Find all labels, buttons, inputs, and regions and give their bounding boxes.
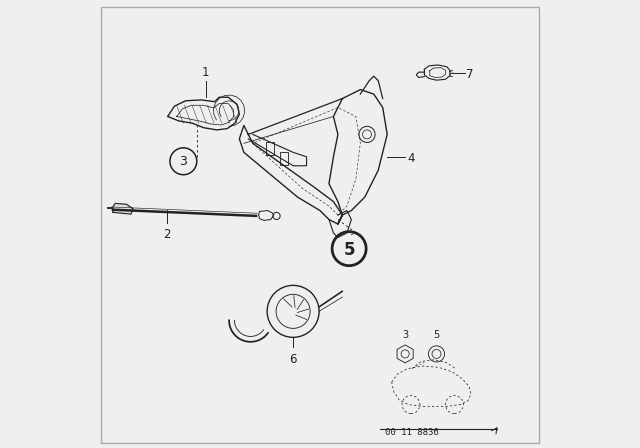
Text: 5: 5 xyxy=(344,241,355,259)
Text: 3: 3 xyxy=(402,331,408,340)
Text: 2: 2 xyxy=(163,228,171,241)
Text: 3: 3 xyxy=(179,155,188,168)
Text: 1: 1 xyxy=(202,66,209,79)
Bar xyxy=(266,142,275,155)
Text: 5: 5 xyxy=(433,331,440,340)
Text: 6: 6 xyxy=(289,353,297,366)
Text: 7: 7 xyxy=(467,68,474,81)
Bar xyxy=(280,152,288,165)
Text: 4: 4 xyxy=(408,151,415,165)
Polygon shape xyxy=(113,203,133,214)
Text: 00 11 8836: 00 11 8836 xyxy=(385,428,438,437)
